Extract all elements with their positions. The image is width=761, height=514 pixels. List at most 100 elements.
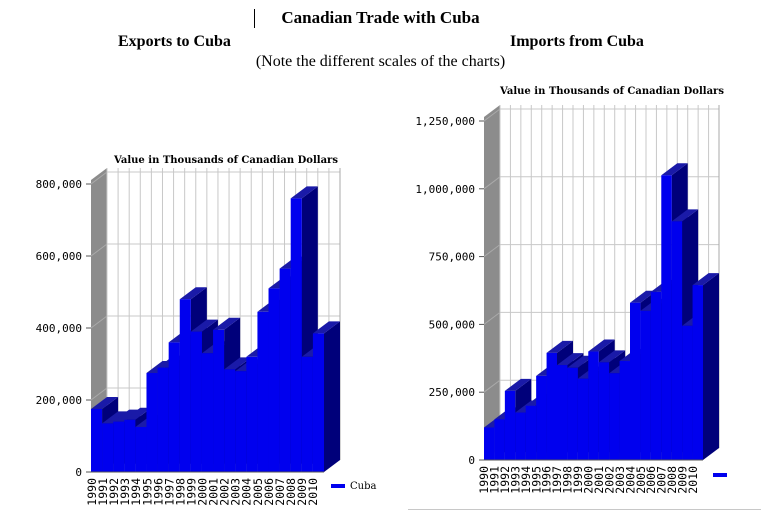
bar-front — [257, 311, 269, 472]
bar-top — [179, 287, 207, 300]
x-tick-label: 1998 — [173, 478, 187, 506]
text-cursor — [254, 9, 255, 28]
x-tick-label: 1999 — [184, 478, 198, 506]
x-tick-label: 1991 — [96, 478, 110, 506]
x-tick-label: 1997 — [162, 478, 176, 506]
bar-side — [703, 273, 719, 460]
legend-label: Cuba — [350, 481, 376, 492]
bar-front — [536, 375, 547, 460]
x-tick-label: 2005 — [251, 478, 265, 506]
chart-title: Value in Thousands of Canadian Dollars — [113, 155, 338, 166]
divider-line — [408, 509, 761, 510]
bar-front — [102, 423, 114, 472]
grid-line-diagonal — [483, 244, 501, 258]
bar-front — [312, 333, 324, 472]
x-tick-label: 1998 — [561, 466, 575, 494]
x-tick-label: 2007 — [655, 466, 669, 494]
bar-top — [588, 339, 615, 352]
y-tick-label: 500,000 — [429, 318, 475, 331]
x-tick-label: 2008 — [284, 478, 298, 506]
y-tick-label: 0 — [75, 466, 82, 479]
bar-front — [494, 419, 505, 460]
bar-front — [598, 362, 610, 460]
x-tick-label: 1993 — [508, 466, 522, 494]
bar-side — [324, 321, 340, 472]
bar-front — [588, 351, 599, 460]
bar-top — [692, 273, 719, 286]
bar-front — [168, 342, 180, 472]
page-title: Canadian Trade with Cuba — [281, 8, 480, 27]
y-tick-label: 1,250,000 — [415, 115, 475, 128]
bar-front — [201, 353, 214, 472]
bar-front — [546, 352, 557, 460]
x-tick-label: 2007 — [273, 478, 287, 506]
imports-heading: Imports from Cuba — [510, 33, 644, 50]
bar-top — [102, 411, 130, 424]
bar-front — [213, 329, 225, 472]
y-tick-label: 750,000 — [429, 251, 475, 264]
x-tick-label: 1990 — [85, 478, 99, 506]
chart-2: 0 250,000 500,000 750,000 1,000,000 1,250,000… — [415, 86, 727, 494]
bar-top — [661, 163, 688, 176]
bar-top — [557, 353, 584, 366]
bar-top — [290, 186, 318, 199]
bar-front — [577, 378, 589, 460]
y-tick-label: 0 — [468, 454, 475, 467]
y-tick-label: 800,000 — [36, 178, 82, 191]
bar-front — [190, 331, 202, 472]
x-tick-label: 1991 — [487, 466, 501, 494]
bar-top — [124, 407, 152, 420]
bar-front — [279, 268, 291, 472]
bar-front — [619, 361, 630, 460]
x-tick-label: 1995 — [140, 478, 154, 506]
bar-top — [190, 319, 218, 332]
bar-front — [567, 367, 578, 460]
exports-heading: Exports to Cuba — [118, 33, 231, 50]
x-tick-label: 2003 — [613, 466, 627, 494]
bar-top — [312, 321, 340, 334]
x-tick-label: 1996 — [151, 478, 165, 506]
x-tick-label: 1992 — [107, 478, 121, 506]
x-tick-label: 2010 — [686, 466, 700, 494]
bar — [692, 273, 719, 460]
grid-line-diagonal — [90, 243, 108, 257]
bar-front — [135, 427, 147, 472]
scale-note: (Note the different scales of the charts… — [255, 53, 506, 70]
x-tick-label: 1999 — [571, 466, 585, 494]
bar-top — [567, 355, 594, 368]
legend-swatch — [713, 473, 727, 477]
x-tick-label: 2002 — [218, 478, 232, 506]
x-tick-label: 1993 — [118, 478, 132, 506]
y-tick-label: 200,000 — [36, 394, 82, 407]
bar-front — [630, 302, 641, 460]
y-tick-label: 1,000,000 — [415, 183, 475, 196]
bar-front — [235, 371, 247, 472]
bar-top — [224, 357, 252, 370]
bar-front — [661, 175, 672, 461]
x-tick-label: 2003 — [229, 478, 243, 506]
bar-top — [598, 350, 626, 363]
x-tick-label: 2001 — [592, 466, 606, 494]
bar-front — [268, 288, 280, 472]
y-tick-label: 250,000 — [429, 386, 475, 399]
x-tick-label: 2005 — [634, 466, 648, 494]
x-tick-label: 2000 — [582, 466, 596, 494]
grid-line-diagonal — [483, 108, 501, 122]
bar-top — [671, 209, 699, 222]
x-tick-label: 1996 — [540, 466, 554, 494]
grid-line-diagonal — [90, 171, 108, 185]
bar-front — [301, 356, 313, 472]
bar-front — [91, 409, 103, 472]
bar-top — [630, 290, 657, 303]
chart-title: Value in Thousands of Canadian Dollars — [499, 86, 724, 97]
bar-front — [692, 285, 703, 460]
bar-front — [124, 419, 136, 472]
x-tick-label: 2004 — [623, 466, 637, 494]
grid-line-diagonal — [483, 311, 501, 325]
bar-front — [290, 198, 302, 472]
bar-front — [484, 427, 495, 460]
left-wall — [484, 105, 500, 460]
x-tick-label: 1994 — [129, 478, 143, 506]
bar-front — [157, 367, 169, 472]
